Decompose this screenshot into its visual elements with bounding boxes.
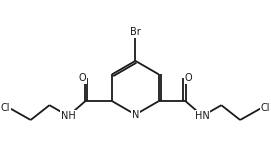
Text: O: O bbox=[79, 73, 86, 83]
Text: NH: NH bbox=[61, 111, 76, 121]
Text: O: O bbox=[185, 73, 192, 83]
Text: N: N bbox=[132, 110, 139, 120]
Text: Br: Br bbox=[130, 27, 141, 37]
Text: Cl: Cl bbox=[1, 103, 10, 113]
Text: HN: HN bbox=[195, 111, 210, 121]
Text: Cl: Cl bbox=[261, 103, 270, 113]
